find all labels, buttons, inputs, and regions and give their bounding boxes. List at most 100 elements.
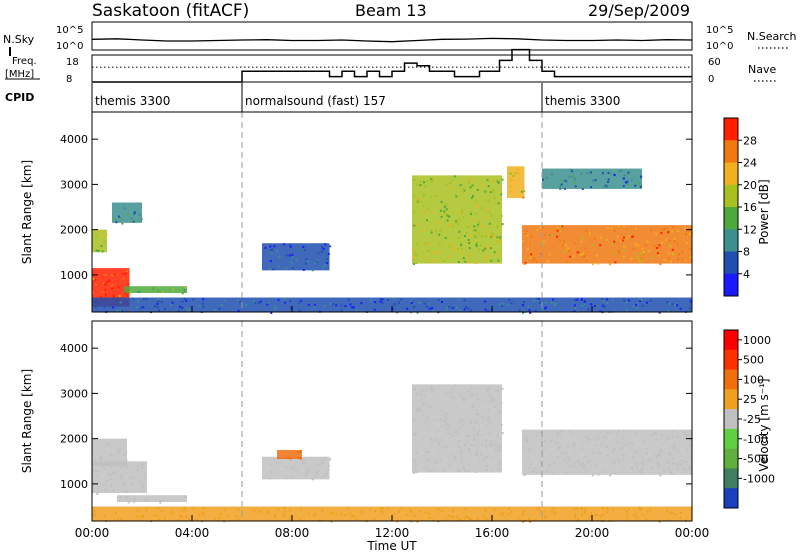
y-tick-label: 3000 [60, 387, 88, 400]
echo-speckle [536, 297, 539, 300]
echo-speckle [477, 223, 480, 226]
echo-speckle [451, 306, 453, 309]
echo-speckle [518, 309, 521, 312]
echo-speckle [448, 224, 451, 226]
echo-speckle [462, 466, 465, 469]
velocity-colorbar-tick-label: -1000 [743, 472, 775, 485]
echo-speckle [665, 460, 667, 463]
echo-speckle [478, 220, 481, 223]
echo-speckle [663, 469, 666, 472]
echo-speckle [237, 508, 240, 511]
echo-speckle [481, 434, 484, 436]
echo-speckle [302, 268, 305, 271]
echo-speckle [475, 454, 478, 457]
echo-speckle [287, 457, 290, 460]
echo-speckle [616, 441, 619, 444]
echo-speckle [487, 415, 490, 418]
echo-speckle [650, 466, 653, 469]
echo-speckle [468, 225, 471, 228]
echo-speckle [105, 489, 108, 492]
echo-speckle [425, 389, 428, 391]
echo-speckle [583, 512, 586, 514]
echo-speckle [426, 428, 428, 431]
echo-speckle [454, 221, 457, 224]
echo-speckle [112, 306, 115, 309]
echo-speckle [92, 490, 94, 493]
echo-speckle [120, 309, 122, 312]
echo-speckle [305, 258, 308, 261]
echo-speckle [447, 305, 450, 308]
echo-speckle [582, 252, 584, 255]
echo-speckle [460, 243, 463, 246]
echo-speckle [671, 230, 674, 233]
echo-speckle [103, 305, 106, 308]
echo-speckle [457, 261, 460, 263]
echo-speckle [298, 518, 301, 521]
echo-speckle [564, 179, 567, 182]
echo-speckle [104, 467, 107, 470]
echo-speckle [672, 226, 675, 229]
echo-speckle [484, 399, 487, 402]
echo-speckle [303, 461, 306, 464]
echo-region [522, 429, 692, 475]
velocity-colorbar-swatch [724, 330, 738, 351]
echo-speckle [299, 450, 302, 453]
echo-speckle [416, 199, 418, 202]
echo-speckle [413, 515, 416, 517]
echo-speckle [398, 510, 400, 513]
echo-speckle [452, 307, 455, 309]
echo-speckle [437, 299, 440, 302]
echo-speckle [640, 252, 643, 255]
echo-speckle [536, 299, 539, 302]
echo-speckle [599, 452, 602, 455]
echo-speckle [669, 260, 672, 263]
echo-speckle [428, 307, 431, 310]
echo-speckle [419, 393, 422, 396]
echo-speckle [303, 249, 306, 252]
echo-speckle [684, 468, 686, 471]
echo-speckle [508, 172, 511, 175]
echo-speckle [499, 449, 502, 452]
echo-speckle [468, 242, 471, 244]
echo-speckle [619, 240, 622, 243]
echo-speckle [630, 257, 633, 260]
echo-speckle [572, 445, 575, 448]
echo-speckle [451, 515, 453, 518]
echo-speckle [689, 300, 692, 303]
echo-speckle [125, 496, 128, 499]
echo-speckle [110, 482, 113, 485]
echo-speckle [659, 474, 662, 477]
echo-speckle [134, 498, 136, 501]
echo-speckle [100, 458, 103, 461]
echo-speckle [545, 515, 547, 518]
echo-speckle [596, 514, 598, 516]
echo-speckle [462, 396, 465, 399]
velocity-colorbar-tick-label: 1000 [743, 334, 771, 347]
echo-speckle [657, 252, 659, 255]
echo-speckle [481, 416, 484, 419]
freq-panel: Freq. [MHz] 18 8 60 0 Nave [5, 48, 778, 85]
echo-speckle [415, 463, 418, 466]
echo-speckle [490, 444, 492, 447]
echo-speckle [126, 288, 129, 291]
echo-speckle [314, 262, 317, 265]
echo-speckle [430, 440, 433, 443]
echo-speckle [689, 466, 692, 469]
echo-speckle [660, 242, 663, 245]
echo-speckle [672, 253, 674, 256]
echo-speckle [475, 243, 478, 246]
echo-speckle [487, 408, 490, 411]
echo-speckle [252, 300, 255, 303]
echo-speckle [441, 301, 443, 303]
echo-speckle [563, 240, 565, 243]
echo-speckle [486, 519, 489, 521]
echo-speckle [559, 430, 562, 433]
echo-speckle [579, 254, 582, 256]
echo-speckle [635, 513, 637, 516]
echo-speckle [585, 260, 588, 262]
nsky-line [91, 37, 693, 43]
echo-speckle [289, 458, 292, 461]
echo-speckle [572, 175, 575, 177]
echo-speckle [418, 301, 421, 304]
echo-speckle [446, 219, 449, 222]
